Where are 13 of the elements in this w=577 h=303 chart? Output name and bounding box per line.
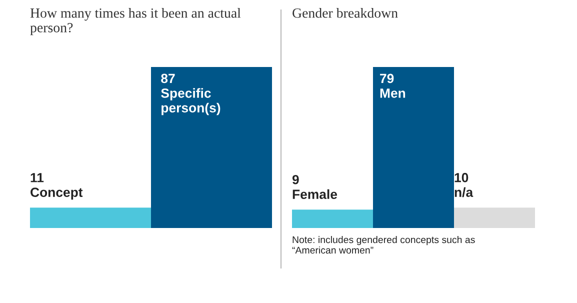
text: Note: includes gendered concepts such as “American women” xyxy=(292,236,475,254)
category-label: Female xyxy=(292,189,338,199)
data-label: 9 xyxy=(292,174,299,184)
chart-title: How many times has it been an actual person? xyxy=(30,8,241,36)
data-label: 87 xyxy=(161,74,175,84)
category-label: Men xyxy=(380,88,406,98)
category-label: n/a xyxy=(454,187,474,198)
data-label: 10 xyxy=(454,172,468,182)
data-label: 79 xyxy=(380,74,394,84)
x-tick-label: Concept xyxy=(30,188,83,200)
data-label: 11 xyxy=(30,173,44,182)
x-tick-label: Specific person(s) xyxy=(161,88,220,116)
chart-title: Gender breakdown xyxy=(292,8,398,18)
